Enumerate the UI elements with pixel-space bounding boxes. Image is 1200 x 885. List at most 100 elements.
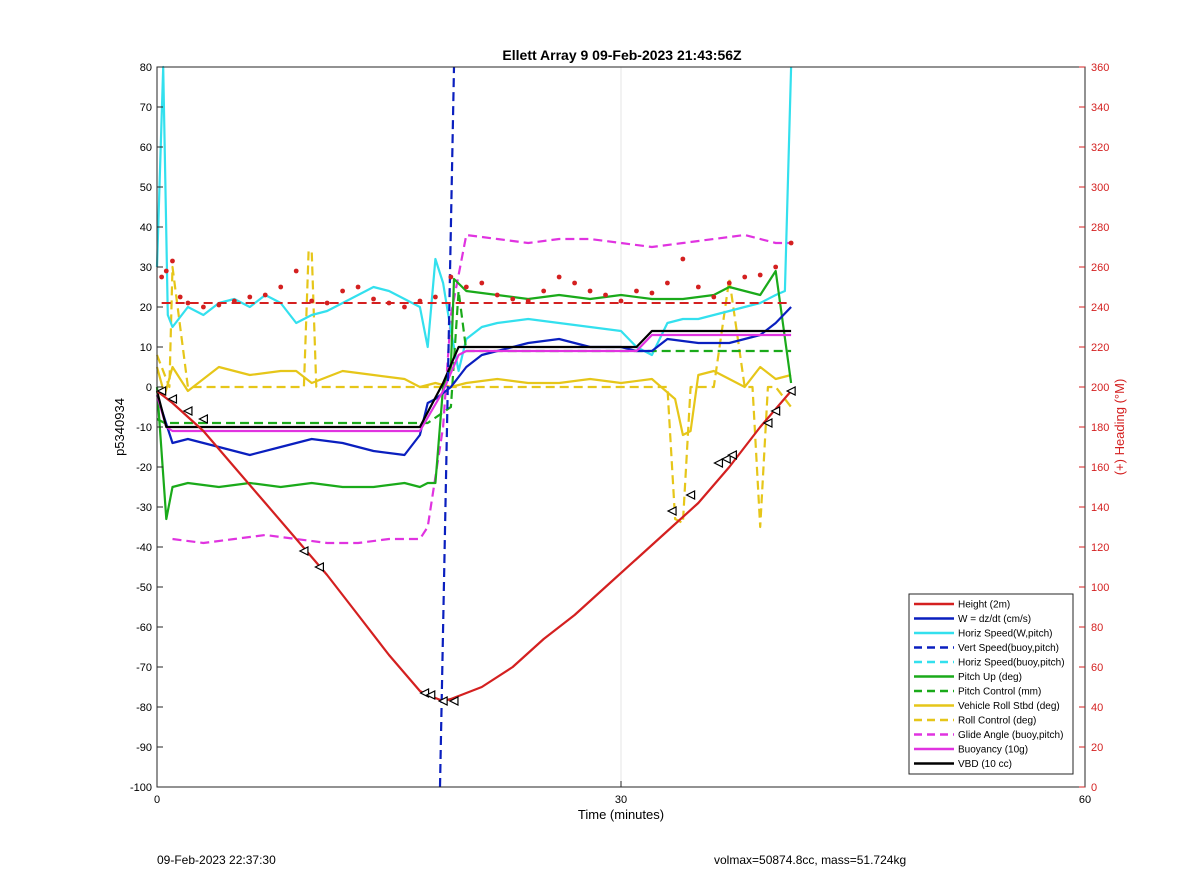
heading-dot xyxy=(417,298,423,304)
legend-entry: Vert Speed(buoy,pitch) xyxy=(958,643,1059,654)
y2-tick-label: 260 xyxy=(1091,262,1109,274)
legend-entry: Glide Angle (buoy,pitch) xyxy=(958,730,1063,741)
y2-tick-label: 120 xyxy=(1091,542,1109,554)
heading-dot xyxy=(680,256,686,262)
heading-dot xyxy=(711,294,717,300)
heading-dot xyxy=(541,288,547,294)
height-marker xyxy=(448,696,459,706)
y2-tick-label: 160 xyxy=(1091,462,1109,474)
y-axis-label: p5340934 xyxy=(112,398,127,456)
y-axis-ticks: 80 70 60 50 40 30 20 10 0 -10 -20 -30 -40 -50 -60 -70 -8… xyxy=(130,62,163,794)
heading-dot xyxy=(479,280,485,286)
height-marker xyxy=(182,406,193,416)
heading-dot xyxy=(278,284,284,290)
y-tick-label: -100 xyxy=(130,782,152,794)
legend: Height (2m) W = dz/dt (cm/s) Horiz Speed(W… xyxy=(908,593,1074,775)
heading-dot xyxy=(572,280,577,286)
x-tick-label: 0 xyxy=(154,794,160,806)
heading-dot xyxy=(185,300,191,306)
y-tick-label: 20 xyxy=(140,302,152,314)
series-8-line xyxy=(155,249,792,529)
height-marker xyxy=(425,690,436,700)
y2-axis-label: (+) Heading (°M) xyxy=(1112,379,1127,476)
y2-tick-label: 360 xyxy=(1091,62,1109,74)
legend-entry: Horiz Speed(W,pitch) xyxy=(958,629,1052,640)
y2-tick-label: 80 xyxy=(1091,622,1103,634)
y2-tick-label: 140 xyxy=(1091,502,1109,514)
legend-entry: VBD (10 cc) xyxy=(958,759,1012,770)
y-tick-label: -70 xyxy=(136,662,152,674)
heading-dot xyxy=(788,240,794,246)
heading-dot xyxy=(231,298,237,304)
heading-dot xyxy=(494,292,500,298)
legend-box xyxy=(908,593,1074,775)
height-markers xyxy=(156,386,796,706)
height-marker xyxy=(762,418,773,428)
heading-dot xyxy=(433,294,438,300)
legend-entry: Pitch Control (mm) xyxy=(958,687,1041,698)
heading-dot xyxy=(371,296,376,302)
x-tick-label: 30 xyxy=(615,794,627,806)
height-marker xyxy=(785,386,796,396)
series-9-line xyxy=(172,233,792,545)
y-tick-label: -30 xyxy=(136,502,152,514)
legend-entry: Roll Control (deg) xyxy=(958,716,1036,727)
series-3-line xyxy=(438,66,456,788)
height-marker xyxy=(770,406,781,416)
heading-dot xyxy=(177,294,183,300)
y2-tick-label: 0 xyxy=(1091,782,1097,794)
x-tick-label: 60 xyxy=(1079,794,1091,806)
height-marker xyxy=(298,546,309,556)
heading-dot xyxy=(170,258,175,264)
heading-dot xyxy=(726,280,732,286)
series-11-line xyxy=(155,329,792,429)
y2-tick-label: 340 xyxy=(1091,102,1109,114)
y-tick-label: 10 xyxy=(140,342,152,354)
heading-dot xyxy=(603,292,608,298)
heading-dot xyxy=(262,292,268,298)
heading-dot xyxy=(695,284,701,290)
heading-dot xyxy=(293,268,299,274)
y2-tick-label: 220 xyxy=(1091,342,1109,354)
legend-entry: W = dz/dt (cm/s) xyxy=(958,614,1031,625)
y-tick-label: 40 xyxy=(140,222,152,234)
y2-axis-ticks: 3603403203002802602402202001801601401201… xyxy=(1079,62,1109,794)
heading-dot xyxy=(309,298,315,304)
series-layer xyxy=(155,65,793,788)
legend-entry: Pitch Up (deg) xyxy=(958,672,1022,683)
y2-tick-label: 280 xyxy=(1091,222,1109,234)
y-tick-label: 60 xyxy=(140,142,152,154)
heading-dot xyxy=(587,288,593,294)
heading-dot xyxy=(510,296,516,302)
heading-dot xyxy=(742,274,748,280)
footer-vol-mass: volmax=50874.8cc, mass=51.724kg xyxy=(714,853,907,867)
heading-dot xyxy=(556,274,562,280)
heading-dot xyxy=(247,294,253,300)
footer-timestamp: 09-Feb-2023 22:37:30 xyxy=(157,853,276,867)
heading-dots xyxy=(159,240,794,310)
series-7-line xyxy=(155,365,792,437)
y2-tick-label: 20 xyxy=(1091,742,1103,754)
x-axis-label: Time (minutes) xyxy=(578,807,664,822)
heading-dot xyxy=(355,284,361,290)
heading-dot xyxy=(159,274,165,280)
heading-dot xyxy=(386,300,392,306)
height-marker xyxy=(685,490,696,500)
y-tick-label: 50 xyxy=(140,182,152,194)
chart-title: Ellett Array 9 09-Feb-2023 21:43:56Z xyxy=(502,47,742,63)
heading-dot xyxy=(448,274,454,280)
legend-entry: Horiz Speed(buoy,pitch) xyxy=(958,658,1065,669)
heading-dot xyxy=(525,298,531,304)
heading-dot xyxy=(773,264,779,270)
heading-dot xyxy=(757,272,763,278)
y-tick-label: 30 xyxy=(140,262,152,274)
y2-tick-label: 300 xyxy=(1091,182,1109,194)
legend-entry: Buoyancy (10g) xyxy=(958,745,1028,756)
height-marker xyxy=(727,450,737,460)
heading-dot xyxy=(634,288,639,294)
y-tick-label: -10 xyxy=(136,422,152,434)
y-tick-label: -50 xyxy=(136,582,152,594)
y2-tick-label: 60 xyxy=(1091,662,1103,674)
heading-dot xyxy=(340,288,345,294)
